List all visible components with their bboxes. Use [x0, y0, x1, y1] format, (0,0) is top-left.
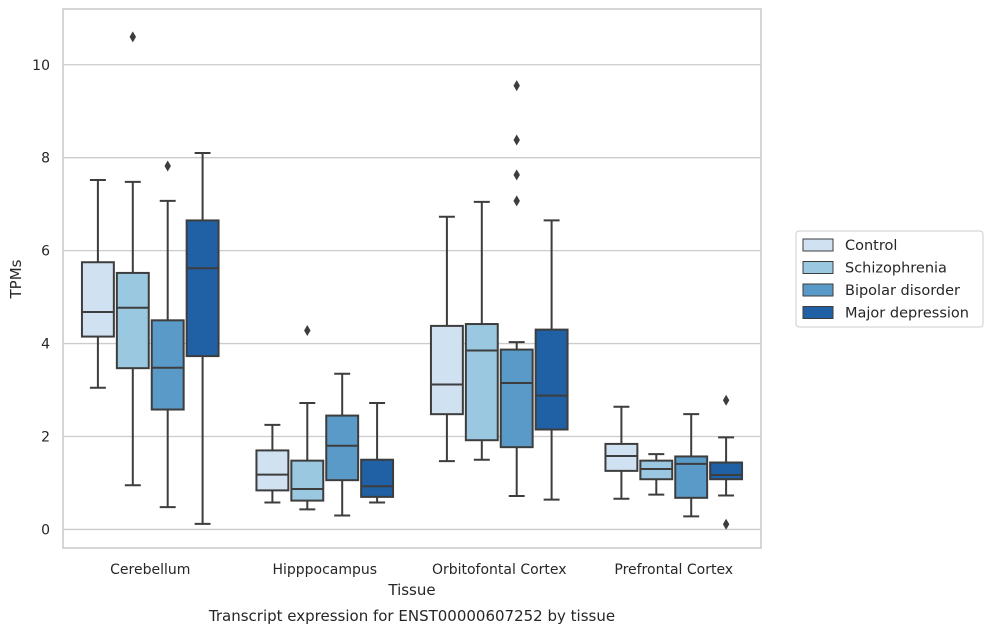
outlier-point	[304, 325, 311, 337]
x-tick-label: Cerebellum	[110, 562, 190, 578]
outlier-point	[513, 80, 520, 92]
y-tick-label: 4	[41, 337, 50, 353]
y-axis-label: TPMs	[7, 259, 25, 299]
box-iqr	[429, 324, 464, 416]
box-iqr	[255, 449, 290, 492]
x-tick-label: Hipppocampus	[272, 562, 377, 578]
box-group	[185, 152, 220, 525]
box-group	[80, 178, 115, 389]
y-tick-labels: 0 2 4 6 8 10	[32, 58, 50, 539]
plot-frame	[62, 8, 762, 549]
box-iqr	[604, 442, 639, 472]
box-iqr	[464, 323, 499, 442]
legend-swatch	[802, 283, 834, 297]
box-group	[360, 402, 395, 504]
box-iqr	[80, 261, 115, 338]
box-iqr	[534, 328, 569, 431]
outlier-point	[129, 31, 137, 43]
box-iqr	[115, 271, 150, 370]
box-iqr	[360, 458, 395, 498]
legend-item: Major depression	[802, 306, 969, 322]
box-iqr	[185, 219, 220, 358]
legend-label: Bipolar disorder	[845, 283, 960, 299]
box-group	[464, 200, 499, 461]
box-iqr	[709, 461, 744, 481]
boxes	[80, 31, 744, 530]
box-group	[639, 453, 674, 496]
legend-item: Bipolar disorder	[802, 283, 960, 299]
outlier-point	[164, 160, 171, 172]
legend-swatch	[802, 306, 834, 319]
legend-swatch	[802, 261, 834, 274]
x-axis-label: Tissue	[387, 581, 435, 599]
box-group	[150, 160, 185, 509]
legend-label: Control	[845, 238, 897, 254]
box-group	[499, 80, 534, 497]
y-tick-label: 0	[41, 522, 50, 538]
y-tick-label: 8	[41, 151, 50, 167]
outlier-point	[722, 394, 730, 406]
legend: Control Schizophrenia Bipolar disorder Majo…	[795, 230, 984, 328]
box-group	[709, 394, 744, 530]
box-iqr	[499, 348, 534, 449]
box-iqr	[290, 459, 325, 502]
box-group	[255, 423, 290, 504]
outlier-point	[513, 134, 520, 146]
y-tick-label: 10	[32, 58, 50, 74]
y-tick-label: 2	[41, 429, 50, 445]
legend-frame	[795, 230, 984, 328]
box-group	[429, 215, 464, 463]
box-iqr	[674, 455, 709, 499]
box-group	[674, 413, 709, 518]
legend-swatch	[802, 238, 834, 252]
box-group	[604, 405, 639, 500]
box-group	[290, 325, 325, 511]
y-tick-label: 6	[41, 244, 50, 260]
box-iqr	[150, 319, 185, 411]
x-tick-label: Prefrontal Cortex	[614, 562, 733, 578]
legend-items: Control Schizophrenia Bipolar disorder Majo…	[802, 238, 969, 322]
box-iqr	[325, 414, 360, 482]
x-tick-labels: Cerebellum Hipppocampus Orbitofontal Corte…	[110, 562, 733, 578]
chart-caption: Transcript expression for ENST0000060725…	[208, 607, 615, 625]
x-tick-label: Orbitofontal Cortex	[432, 562, 567, 578]
box-group	[534, 219, 569, 501]
box-group	[115, 31, 150, 487]
outlier-point	[722, 518, 730, 530]
legend-label: Schizophrenia	[845, 261, 947, 277]
legend-item: Schizophrenia	[802, 261, 947, 277]
outlier-point	[513, 195, 520, 207]
legend-label: Major depression	[845, 306, 969, 322]
outlier-point	[513, 169, 520, 181]
legend-item: Control	[802, 238, 897, 254]
box-group	[325, 372, 360, 517]
